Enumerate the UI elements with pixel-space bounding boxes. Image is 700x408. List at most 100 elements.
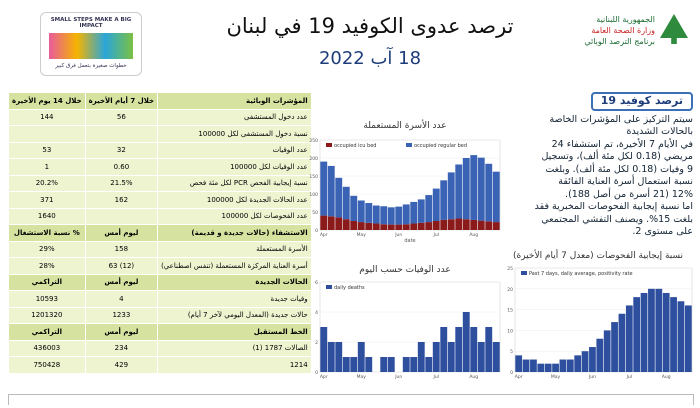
table-cell: أسرة العناية المركزة المستعملة (تنفس اصط…	[157, 257, 312, 275]
bar	[440, 219, 448, 230]
bar	[455, 164, 463, 219]
bar	[320, 215, 328, 230]
y-tick-label: 10	[507, 328, 513, 334]
bar	[485, 163, 493, 222]
ministry-line: الجمهورية اللبنانية	[596, 15, 655, 24]
summary-line: مريضي (0.18 لكل مئة ألف)، وتسجيل	[541, 151, 693, 162]
table-cell: المؤشرات الوبائية	[157, 92, 312, 110]
plot-bg	[514, 267, 693, 373]
x-tick-label: Apr	[320, 232, 328, 238]
legend-label: daily deaths	[334, 285, 365, 291]
data-row: عدد دخول المستشفى 56 144	[8, 108, 312, 126]
x-tick-label: May	[357, 374, 367, 380]
bar	[417, 222, 425, 230]
summary-line: 12% (21 أسرة من أصل 188).	[565, 188, 693, 200]
table-cell: عدد دخول المستشفى	[157, 108, 312, 126]
table-cell: 1233	[84, 306, 159, 324]
bar	[342, 357, 350, 372]
bar	[350, 221, 358, 230]
bar	[447, 342, 455, 372]
table-cell: 750428	[8, 356, 86, 374]
bar	[425, 222, 433, 230]
table-cell: الخط المستقبل	[157, 323, 312, 341]
legend-swatch	[521, 271, 527, 275]
summary-title: ترصد كوفيد 19	[590, 92, 693, 111]
bar	[470, 327, 478, 372]
bar	[455, 327, 463, 372]
x-tick-label: May	[357, 232, 367, 238]
summary-line: في الأيام 7 الأخيرة، تم استشفاء 24	[551, 138, 693, 150]
bar	[327, 165, 335, 217]
ministry-line: برنامج الترصد الوبائي	[584, 37, 655, 46]
bar	[581, 351, 589, 372]
y-tick-label: 25	[507, 266, 513, 272]
y-tick-label: 100	[309, 192, 318, 198]
bar	[559, 359, 567, 372]
bar	[342, 186, 350, 220]
plot-bg	[319, 281, 501, 373]
bar	[544, 363, 552, 372]
bar	[492, 342, 500, 372]
chart-title: نسبة إيجابية الفحوصات (معدل 7 أيام الأخي…	[513, 249, 683, 261]
table-cell: 429	[84, 356, 159, 374]
bar	[365, 222, 373, 230]
bar	[447, 172, 455, 220]
logo-en: SMALL STEPS MAKE A BIG IMPACT	[50, 17, 132, 29]
ministry-line: وزارة الصحة العامة	[591, 26, 655, 35]
bar	[402, 204, 410, 225]
bar	[335, 217, 343, 230]
bar	[462, 219, 470, 230]
table-cell: نسبة دخول المستشفى لكل 100000	[157, 125, 312, 143]
bar	[425, 357, 433, 372]
bar	[395, 206, 403, 225]
table-cell: 53	[8, 141, 86, 159]
table-cell: 56	[84, 108, 159, 126]
summary-line: بالحالات الشديدة	[626, 126, 693, 137]
date: 18 آب 2022	[318, 48, 422, 69]
legend-label: occupied regular bed	[414, 143, 467, 149]
footer-strip	[8, 394, 694, 405]
legend-swatch	[326, 285, 332, 289]
summary-line: على مستوى 2.	[632, 226, 693, 237]
ministry: الجمهورية اللبنانية وزارة الصحة العامة ب…	[555, 14, 655, 47]
plot-bg	[319, 139, 501, 231]
chart-title: عدد الوفيات حسب اليوم	[359, 265, 450, 275]
chart-title: عدد الأسرة المستعملة	[363, 119, 446, 131]
y-tick-label: 5	[510, 349, 513, 355]
bar	[633, 297, 641, 372]
bar	[530, 359, 537, 372]
bar	[677, 301, 685, 372]
table-cell: الحالات الجديدة	[157, 273, 312, 291]
legend-swatch	[406, 143, 412, 147]
bar	[372, 205, 380, 224]
summary: ترصد كوفيد 19 سيتم التركيز على المؤشرات …	[505, 92, 693, 257]
legend-label: Past 7 days, daily average, positivity r…	[529, 271, 633, 277]
table-cell: نسبة إيجابية الفحص PCR لكل مئة فحص	[157, 174, 312, 192]
bar	[603, 330, 611, 372]
legend-swatch	[326, 143, 332, 147]
data-row: عدد الوفيات 32 53	[8, 141, 312, 159]
bar	[387, 224, 395, 230]
logo: SMALL STEPS MAKE A BIG IMPACT خطوات صغير…	[40, 12, 142, 76]
bar	[537, 363, 545, 372]
bar	[327, 342, 335, 372]
bar	[417, 199, 425, 223]
bar	[432, 221, 440, 230]
bar	[320, 327, 328, 372]
bar	[670, 297, 677, 372]
x-tick-label: Jun	[394, 232, 402, 238]
bar	[320, 161, 328, 216]
bar	[387, 357, 395, 372]
table-cell: 436003	[8, 339, 86, 357]
table-cell: 28%	[8, 257, 86, 275]
y-tick-label: 20	[507, 287, 513, 293]
table-cell: 20.2%	[8, 174, 86, 192]
bar	[447, 219, 455, 230]
bar	[574, 355, 582, 372]
bar	[648, 288, 655, 372]
bar	[470, 155, 478, 220]
table-cell: 1	[8, 158, 86, 176]
bar	[492, 222, 500, 230]
y-tick-label: 6	[315, 280, 318, 286]
